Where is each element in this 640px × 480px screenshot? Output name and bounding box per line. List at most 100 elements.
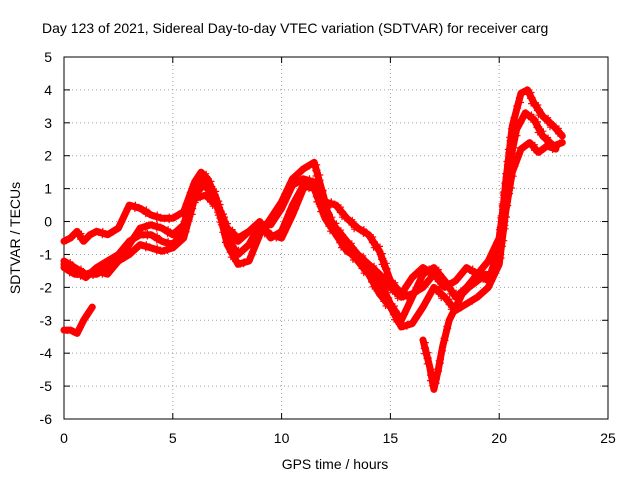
data-point xyxy=(416,278,423,285)
data-point xyxy=(118,217,125,224)
x-ticks: 0 5 10 15 20 25 xyxy=(60,57,616,446)
data-point xyxy=(82,271,89,278)
data-point xyxy=(103,230,110,237)
data-point xyxy=(552,146,559,153)
data-point xyxy=(306,163,312,170)
data-point xyxy=(306,183,312,190)
data-point xyxy=(61,327,67,334)
data-point xyxy=(210,197,217,204)
data-point xyxy=(372,239,378,245)
data-point xyxy=(528,142,535,149)
data-point xyxy=(334,204,341,211)
y-tick-label: 0 xyxy=(44,214,52,230)
data-point xyxy=(78,230,85,237)
data-point xyxy=(379,250,386,257)
data-point xyxy=(286,186,293,193)
series-track-5 xyxy=(60,303,96,337)
data-point xyxy=(221,224,228,231)
data-point xyxy=(175,213,182,220)
data-point xyxy=(299,176,306,183)
data-point xyxy=(252,241,259,248)
data-point xyxy=(528,111,535,118)
data-point xyxy=(435,357,442,364)
data-point xyxy=(336,239,343,246)
data-point xyxy=(77,322,84,329)
data-point xyxy=(341,244,348,251)
data-point xyxy=(153,237,160,244)
data-point xyxy=(321,196,327,203)
data-point xyxy=(389,311,396,318)
data-point xyxy=(344,243,351,250)
data-point xyxy=(280,230,287,237)
data-point xyxy=(279,204,286,211)
data-point xyxy=(314,167,321,174)
data-point xyxy=(422,339,429,346)
data-point xyxy=(339,214,345,221)
data-point xyxy=(331,229,338,236)
data-point xyxy=(406,298,413,305)
x-tick-label: 0 xyxy=(60,430,68,446)
data-point xyxy=(285,219,292,226)
data-point xyxy=(425,349,432,356)
x-tick-label: 10 xyxy=(274,430,290,446)
data-point xyxy=(514,132,521,139)
data-point xyxy=(255,222,262,229)
data-point xyxy=(146,243,153,250)
data-point xyxy=(244,228,251,235)
data-point xyxy=(166,217,173,224)
data-point xyxy=(515,94,522,101)
data-point xyxy=(481,288,488,295)
data-point xyxy=(380,278,387,285)
data-point xyxy=(555,125,562,132)
data-point xyxy=(122,209,129,216)
data-point xyxy=(541,146,547,153)
data-point xyxy=(373,267,380,273)
data-point xyxy=(471,281,478,288)
data-point xyxy=(480,274,487,281)
data-point xyxy=(372,272,379,279)
data-point xyxy=(228,231,235,238)
data-point xyxy=(380,298,387,305)
data-point xyxy=(437,349,444,356)
data-point xyxy=(116,223,123,230)
data-point xyxy=(438,295,445,302)
data-point xyxy=(70,269,77,275)
data-point xyxy=(492,242,499,249)
data-point xyxy=(76,325,83,332)
data-point xyxy=(495,253,502,260)
data-point xyxy=(302,185,309,192)
data-point xyxy=(386,294,393,301)
data-point xyxy=(414,313,421,319)
data-point xyxy=(382,303,389,309)
data-point xyxy=(329,214,336,221)
data-point xyxy=(269,233,276,240)
data-point xyxy=(157,246,164,253)
data-point xyxy=(168,229,175,236)
data-point xyxy=(340,208,347,215)
data-point xyxy=(487,253,494,260)
data-point xyxy=(549,147,556,154)
data-point xyxy=(351,226,358,233)
data-point xyxy=(229,226,236,233)
data-point xyxy=(492,268,499,275)
data-point xyxy=(273,235,280,242)
data-point xyxy=(181,226,188,233)
data-point xyxy=(536,106,543,113)
data-point xyxy=(240,232,247,239)
data-point xyxy=(401,286,408,293)
data-point xyxy=(85,272,92,279)
data-point xyxy=(234,257,241,264)
data-point xyxy=(403,283,410,290)
data-point xyxy=(378,293,385,300)
data-point xyxy=(510,136,516,143)
data-point xyxy=(367,234,373,241)
data-point xyxy=(369,283,376,290)
data-point xyxy=(455,299,461,306)
data-point xyxy=(153,225,160,232)
data-point xyxy=(487,279,494,286)
data-point xyxy=(400,312,407,319)
data-point xyxy=(114,258,121,265)
data-point xyxy=(465,300,472,307)
data-point xyxy=(161,239,168,246)
